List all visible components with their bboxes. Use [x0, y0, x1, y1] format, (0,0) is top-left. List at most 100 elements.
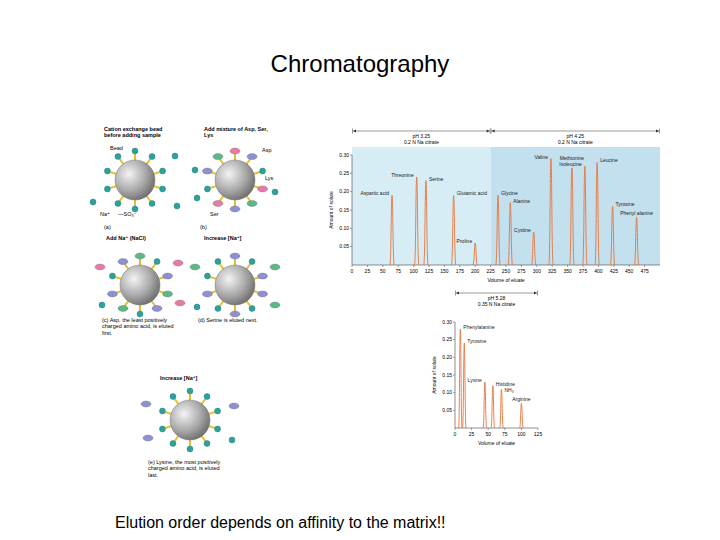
exchange-panel: Increase [Na⁺](d) Serine is eluted next.	[190, 235, 280, 323]
text-line: Tyrosine	[467, 338, 486, 344]
buffer-label: 0.2 N Na citrate	[404, 139, 439, 145]
peak-label: Arginine	[512, 396, 531, 402]
text-line: 450	[625, 268, 634, 274]
y-tick	[350, 210, 352, 211]
text-line: first.	[102, 330, 113, 336]
text-line: Glycine	[501, 190, 518, 196]
peak	[610, 206, 614, 265]
peak	[459, 329, 463, 428]
sodium-ion	[194, 304, 200, 310]
y-tick	[453, 410, 455, 411]
sodium-ion	[272, 189, 278, 195]
y-tick-label: 0.20	[442, 354, 452, 360]
arrow-head	[492, 130, 495, 133]
x-tick-label: 25	[469, 431, 475, 437]
x-tick	[488, 428, 489, 430]
peak-group	[390, 159, 639, 265]
text-line: 325	[548, 268, 557, 274]
peak	[462, 343, 466, 428]
y-tick-label: 0.15	[442, 372, 452, 378]
slide-caption: Elution order depends on affinity to the…	[115, 514, 446, 531]
panel-heading: Add Na⁺ (NaCl)	[106, 235, 146, 241]
text-line: charged amino acid, is eluted	[102, 323, 174, 329]
text-line: 0.35 N Na citrate	[478, 301, 516, 307]
background	[0, 0, 720, 540]
sodium-ion	[187, 388, 193, 394]
x-tick-label: 325	[548, 268, 557, 274]
amino-acid	[270, 264, 280, 270]
y-tick	[350, 173, 352, 174]
text-line: Methionine	[560, 155, 585, 161]
text-line: 375	[579, 268, 588, 274]
text-line: 250	[502, 268, 511, 274]
y-tick	[350, 155, 352, 156]
peak-label: Histidine	[496, 381, 515, 387]
text-line: Cation exchange bead	[104, 126, 162, 132]
panel-label: Ser	[210, 211, 219, 217]
text-line: Lysine	[468, 377, 482, 383]
peak	[424, 181, 428, 265]
y-tick-label: 0.05	[339, 243, 349, 249]
x-tick-label: 250	[502, 268, 511, 274]
arrow-head	[487, 130, 490, 133]
peak-label: Isoleucine	[559, 161, 582, 167]
amino-acid	[107, 291, 117, 297]
peak-label: Tyrosine	[616, 201, 635, 207]
y-tick-label: 0.20	[339, 188, 349, 194]
amino-acid	[163, 273, 173, 279]
text-line: NH₃	[504, 387, 513, 393]
peak	[483, 382, 487, 428]
peak	[520, 403, 524, 428]
text-line: 0.30	[442, 319, 452, 325]
y-tick	[453, 357, 455, 358]
amino-acid	[247, 154, 257, 160]
text-line: —SO₃⁻	[118, 211, 137, 217]
exchange-panel: Cation exchange beadbefore adding sample…	[90, 126, 180, 230]
amino-acid	[229, 403, 239, 409]
x-axis	[455, 428, 538, 429]
text-line: Amount of solute	[328, 191, 334, 229]
text-line: (d) Serine is eluted next.	[198, 317, 258, 323]
sodium-ion	[204, 273, 210, 279]
sodium-ion	[229, 437, 235, 443]
arrow-end	[659, 129, 660, 134]
text-line: 0.20	[442, 354, 452, 360]
label-patch	[559, 162, 583, 168]
text-line: (a)	[104, 224, 111, 230]
label-patch	[620, 210, 654, 216]
y-tick	[453, 322, 455, 323]
text-line: Add mixture of Asp, Ser,	[204, 126, 268, 132]
sodium-ion	[170, 440, 176, 446]
sodium-ion	[249, 305, 255, 311]
panel-caption: (e) Lysine, the most positivelycharged a…	[148, 459, 220, 478]
peak	[549, 159, 553, 265]
buffer-region	[352, 147, 491, 265]
x-tick-label: 400	[594, 268, 603, 274]
amino-acid	[118, 305, 128, 311]
text-line: Lys	[204, 132, 213, 138]
text-line: 0.20	[339, 188, 349, 194]
text-line: before adding sample	[104, 132, 161, 138]
buffer-arrow	[456, 293, 537, 294]
arrow-end	[455, 291, 456, 296]
sodium-ion	[215, 426, 221, 432]
text-line: Volume of eluate	[478, 440, 515, 446]
y-tick-label: 0.30	[442, 319, 452, 325]
text-line: Elution order depends on affinity to the…	[115, 514, 446, 531]
text-line: 0.2 N Na citrate	[404, 139, 439, 145]
x-tick-label: 0	[351, 268, 354, 274]
amino-acid	[152, 305, 162, 311]
x-tick-label: 125	[534, 431, 543, 437]
buffer-label: 0.35 N Na citrate	[478, 301, 516, 307]
text-line: 0.15	[339, 207, 349, 213]
sodium-ion	[90, 199, 96, 205]
panel-heading: Add mixture of Asp, Ser,Lys	[204, 126, 268, 138]
sodium-ion	[204, 440, 210, 446]
text-line: 200	[471, 268, 480, 274]
peak	[491, 386, 495, 428]
y-tick-label: 0.10	[442, 389, 452, 395]
text-line: Isoleucine	[559, 161, 582, 167]
text-line: charged amino acid, is eluted	[148, 465, 220, 471]
text-line: 0.2 N Na citrate	[558, 139, 593, 145]
peak	[570, 162, 574, 265]
